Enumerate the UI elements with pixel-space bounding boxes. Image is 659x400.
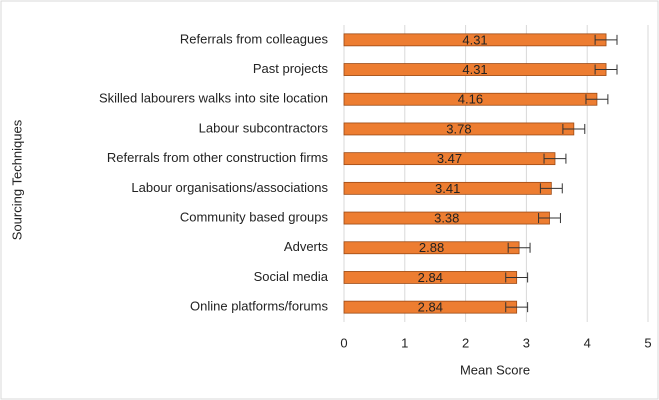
x-tick-label: 3 <box>523 335 530 350</box>
error-bar <box>539 183 563 194</box>
x-axis-title: Mean Score <box>460 362 530 377</box>
x-tick-label: 4 <box>584 335 591 350</box>
y-tick-label: Labour organisations/associations <box>131 180 328 195</box>
y-tick-label: Referrals from other construction firms <box>107 150 329 165</box>
data-label: 4.16 <box>458 92 483 107</box>
data-label: 3.41 <box>435 181 460 196</box>
data-label: 2.84 <box>418 270 443 285</box>
error-bar <box>505 272 529 283</box>
y-tick-label: Online platforms/forums <box>190 299 328 314</box>
error-bar <box>505 302 529 313</box>
y-tick-label: Labour subcontractors <box>199 120 329 135</box>
error-bar <box>562 123 586 134</box>
data-label: 2.84 <box>418 300 443 315</box>
error-bar <box>594 64 618 75</box>
data-label: 3.78 <box>446 121 471 136</box>
x-tick-label: 0 <box>340 335 347 350</box>
data-label: 3.38 <box>434 210 459 225</box>
error-bar <box>538 213 561 224</box>
error-bar <box>507 242 531 253</box>
y-tick-label: Social media <box>254 269 329 284</box>
x-tick-label: 1 <box>401 335 408 350</box>
data-label: 4.31 <box>462 32 487 47</box>
y-tick-label: Adverts <box>284 239 329 254</box>
data-label: 3.47 <box>437 151 462 166</box>
data-label: 2.88 <box>419 240 444 255</box>
y-tick-label: Referrals from colleagues <box>180 31 329 46</box>
x-tick-label: 5 <box>644 335 651 350</box>
data-label: 4.31 <box>462 62 487 77</box>
error-bar <box>585 94 609 105</box>
y-axis-title: Sourcing Techniques <box>9 119 24 240</box>
error-bar <box>594 34 618 45</box>
x-tick-label: 2 <box>462 335 469 350</box>
y-tick-label: Skilled labourers walks into site locati… <box>99 91 328 106</box>
y-tick-label: Community based groups <box>180 209 329 224</box>
error-bar <box>543 153 567 164</box>
y-tick-label: Past projects <box>253 61 329 76</box>
